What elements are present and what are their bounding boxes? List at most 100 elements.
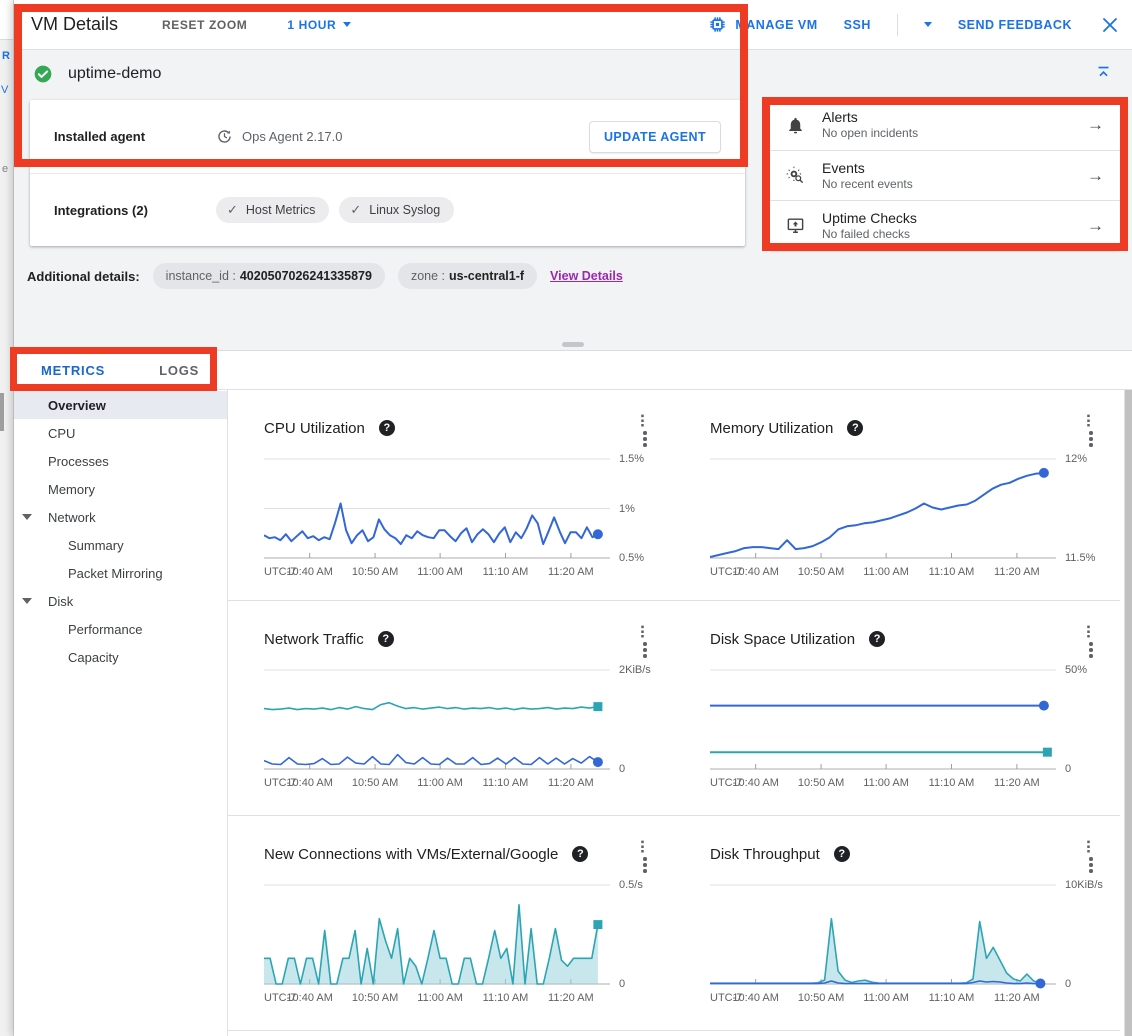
sidebar-item-capacity[interactable]: Capacity [14, 643, 227, 671]
chart-title: Disk Throughput [710, 846, 820, 863]
integrations-row: Integrations (2) ✓Host Metrics✓Linux Sys… [30, 173, 745, 246]
scrollbar[interactable] [1124, 388, 1132, 1036]
view-details-link[interactable]: View Details [550, 269, 623, 283]
expand-arrow-icon[interactable] [22, 598, 32, 604]
sidebar-item-label: Disk [48, 594, 73, 609]
sidebar-item-label: Performance [68, 622, 142, 637]
sidebar-item-label: Processes [48, 454, 109, 469]
more-options-icon[interactable] [638, 414, 652, 447]
agent-version: Ops Agent 2.17.0 [242, 129, 342, 144]
chart-new-connections: New Connections with VMs/External/Google… [228, 816, 674, 1030]
more-options-icon[interactable] [638, 625, 652, 658]
integration-chip: ✓Linux Syslog [339, 197, 454, 223]
shortcut-title: Alerts [822, 109, 1087, 126]
background-page-sliver: R V e [0, 0, 14, 1036]
installed-agent-row: Installed agent Ops Agent 2.17.0 UPDATE … [30, 100, 745, 173]
tab-logs[interactable]: LOGS [132, 351, 226, 390]
installed-agent-label: Installed agent [54, 129, 216, 144]
uptime-monitor-icon [786, 216, 808, 235]
more-options-icon[interactable] [1084, 625, 1098, 658]
sidebar-item-label: Overview [48, 398, 106, 413]
shortcut-subtitle: No failed checks [822, 227, 1087, 242]
ssh-label: SSH [844, 18, 871, 32]
help-icon[interactable]: ? [572, 846, 588, 862]
sidebar-item-summary[interactable]: Summary [14, 531, 227, 559]
vm-status-row: uptime-demo [14, 50, 1132, 98]
chevron-down-icon [343, 22, 351, 27]
help-icon[interactable]: ? [379, 420, 395, 436]
ssh-dropdown-icon[interactable] [924, 22, 932, 27]
checkmark-icon: ✓ [227, 202, 238, 218]
arrow-right-icon[interactable]: → [1087, 216, 1104, 236]
collapse-panel-icon[interactable] [1095, 64, 1112, 81]
shortcut-alerts[interactable]: AlertsNo open incidents→ [770, 100, 1120, 150]
arrow-right-icon[interactable]: → [1087, 115, 1104, 135]
check-circle-icon [33, 64, 53, 84]
x-axis-labels: UTC-710:40 AM10:50 AM11:00 AM11:10 AM11:… [710, 566, 1056, 581]
shortcut-subtitle: No recent events [822, 177, 1087, 192]
sidebar-item-network[interactable]: Network [14, 503, 227, 531]
vm-summary-section: uptime-demo Installed agent Ops Agent 2.… [14, 50, 1132, 351]
charts-area: CPU Utilization ? UTC-710:40 AM10:50 AM1… [228, 390, 1120, 1036]
sidebar-item-label: Summary [68, 538, 124, 553]
sidebar-item-label: Memory [48, 482, 95, 497]
more-options-icon[interactable] [1084, 840, 1098, 873]
manage-vm-button[interactable]: MANAGE VM [708, 15, 817, 34]
more-options-icon[interactable] [1084, 414, 1098, 447]
sidebar-item-label: Network [48, 510, 96, 525]
vm-name: uptime-demo [68, 65, 161, 83]
time-range-dropdown[interactable]: 1 HOUR [287, 18, 351, 32]
close-icon[interactable] [1102, 17, 1118, 33]
sidebar-item-processes[interactable]: Processes [14, 447, 227, 475]
panel-header: VM Details RESET ZOOM 1 HOUR MANAGE VM S… [14, 0, 1132, 50]
y-axis-labels: 12%11.5% [1056, 452, 1112, 581]
help-icon[interactable]: ? [834, 846, 850, 862]
sidebar-item-memory[interactable]: Memory [14, 475, 227, 503]
send-feedback-button[interactable]: SEND FEEDBACK [958, 18, 1072, 32]
chart-network-traffic: Network Traffic ? UTC-710:40 AM10:50 AM1… [228, 601, 674, 815]
x-axis-labels: UTC-710:40 AM10:50 AM11:00 AM11:10 AM11:… [264, 777, 610, 792]
more-options-icon[interactable] [638, 840, 652, 873]
monitoring-shortcuts-card: AlertsNo open incidents→EventsNo recent … [770, 100, 1120, 250]
expand-arrow-icon[interactable] [22, 514, 32, 520]
ssh-button[interactable]: SSH [844, 18, 871, 32]
y-axis-labels: 1.5%1%0.5% [610, 452, 666, 581]
help-icon[interactable]: ? [869, 631, 885, 647]
tab-bar: METRICSLOGS [14, 351, 1132, 390]
chart-cpu-utilization: CPU Utilization ? UTC-710:40 AM10:50 AM1… [228, 390, 674, 600]
chart-plot [710, 878, 1056, 990]
update-agent-button[interactable]: UPDATE AGENT [589, 121, 721, 153]
chart-title: CPU Utilization [264, 420, 365, 437]
chart-plot [710, 452, 1056, 564]
sidebar-item-cpu[interactable]: CPU [14, 419, 227, 447]
shortcut-subtitle: No open incidents [822, 126, 1087, 141]
detail-chip-zone: zone :us-central1-f [398, 263, 537, 289]
sidebar-item-packet-mirroring[interactable]: Packet Mirroring [14, 559, 227, 587]
page-title: VM Details [31, 14, 118, 35]
y-axis-labels: 50%0 [1056, 663, 1112, 792]
chart-plot [710, 663, 1056, 775]
shortcut-uptime-checks[interactable]: Uptime ChecksNo failed checks→ [770, 200, 1120, 250]
sidebar-item-overview[interactable]: Overview [14, 391, 227, 419]
x-axis-labels: UTC-710:40 AM10:50 AM11:00 AM11:10 AM11:… [710, 992, 1056, 1007]
help-icon[interactable]: ? [378, 631, 394, 647]
arrow-right-icon[interactable]: → [1087, 166, 1104, 186]
header-divider [897, 14, 898, 36]
sidebar-item-label: Packet Mirroring [68, 566, 163, 581]
shortcut-title: Events [822, 160, 1087, 177]
help-icon[interactable]: ? [847, 420, 863, 436]
send-feedback-label: SEND FEEDBACK [958, 18, 1072, 32]
chart-disk-throughput: Disk Throughput ? UTC-710:40 AM10:50 AM1… [674, 816, 1120, 1030]
shortcut-events[interactable]: EventsNo recent events→ [770, 150, 1120, 200]
sidebar-item-disk[interactable]: Disk [14, 587, 227, 615]
checkmark-icon: ✓ [350, 202, 361, 218]
sidebar-item-performance[interactable]: Performance [14, 615, 227, 643]
refresh-clock-icon [216, 128, 233, 145]
tab-metrics[interactable]: METRICS [14, 351, 132, 390]
reset-zoom-button[interactable]: RESET ZOOM [162, 18, 247, 32]
y-axis-labels: 0.5/s0 [610, 878, 666, 1007]
drag-handle[interactable] [562, 342, 584, 347]
chart-plot [264, 878, 610, 990]
chart-disk-space-utilization: Disk Space Utilization ? UTC-710:40 AM10… [674, 601, 1120, 815]
y-axis-labels: 10KiB/s0 [1056, 878, 1112, 1007]
